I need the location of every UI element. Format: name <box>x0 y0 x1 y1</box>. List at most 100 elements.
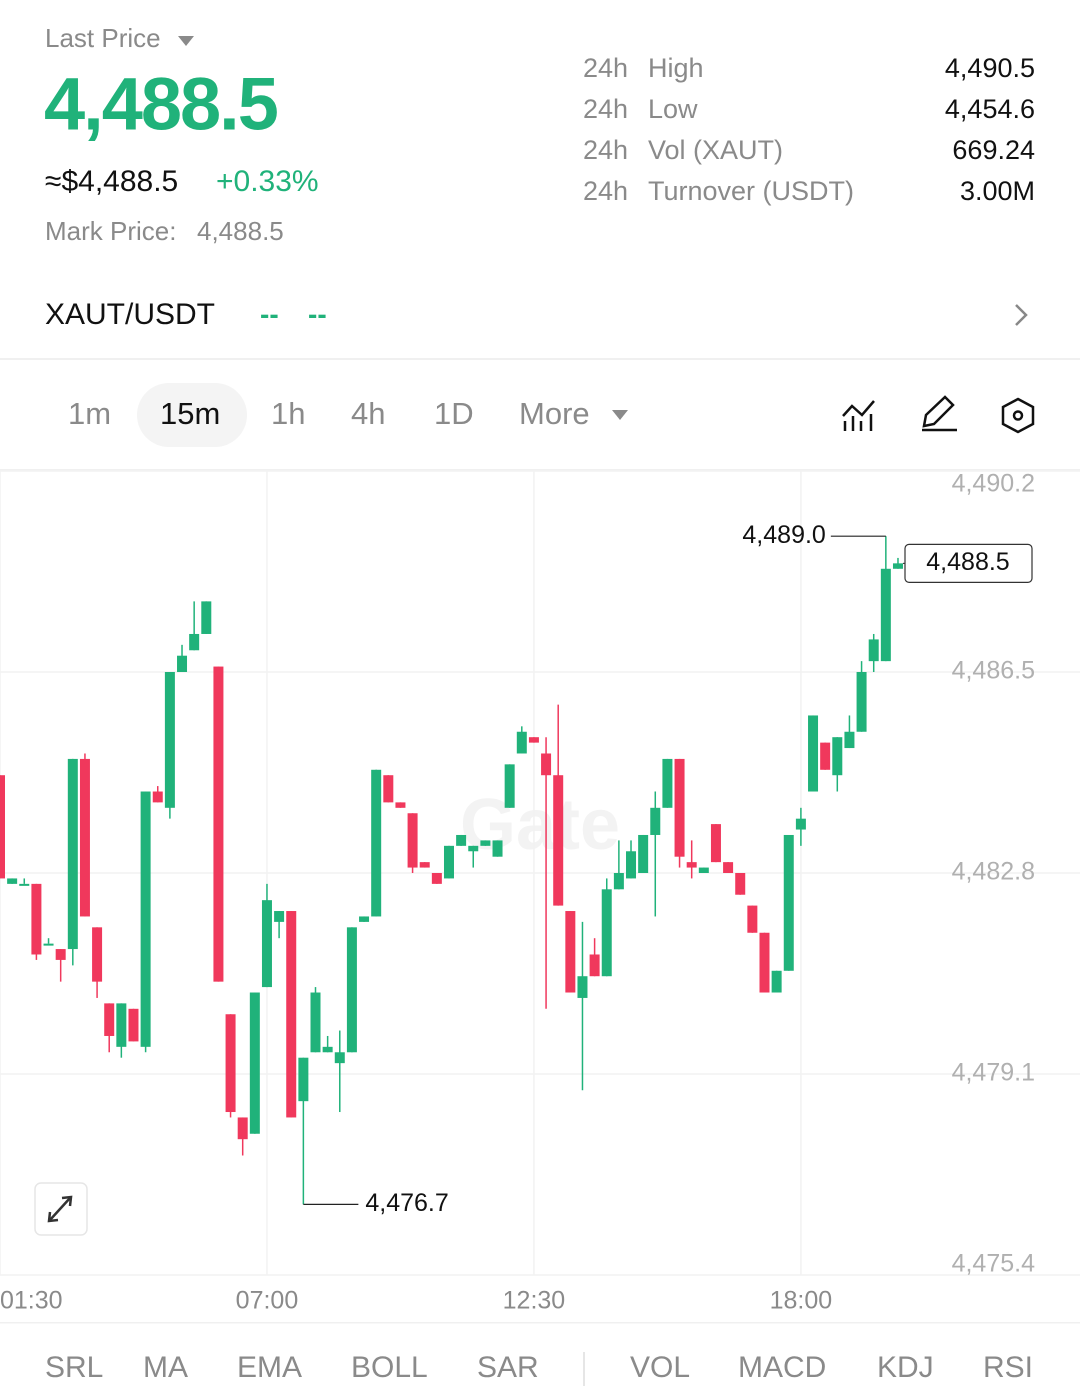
stat-value: 3.00M <box>960 176 1035 206</box>
timeframe-tab[interactable]: 4h <box>351 396 385 431</box>
chart-icon[interactable] <box>842 400 875 431</box>
stat-label: Low <box>648 94 698 124</box>
pair-change-pct: -- <box>308 298 327 329</box>
candle-body <box>225 1014 236 1113</box>
last-price: 4,488.5 <box>44 63 278 146</box>
x-tick-label: 07:00 <box>236 1287 299 1315</box>
candle-body <box>274 911 285 922</box>
mark-price-value: 4,488.5 <box>197 216 284 246</box>
candle-body <box>674 758 685 857</box>
candle-body <box>261 900 272 988</box>
candle-body <box>0 775 5 879</box>
candle-body <box>868 639 879 662</box>
y-tick-label: 4,482.8 <box>952 858 1035 886</box>
indicator-tab[interactable]: VOL <box>630 1351 690 1384</box>
candle-body <box>43 943 54 946</box>
candle-body <box>407 813 418 868</box>
candle-body <box>759 932 770 993</box>
candle-body <box>783 834 794 971</box>
stat-period: 24h <box>583 176 628 206</box>
annotation-label: 4,476.7 <box>365 1189 448 1217</box>
divider <box>0 469 1080 471</box>
last-price-label: 4,488.5 <box>926 548 1009 576</box>
more-caret[interactable] <box>612 410 628 420</box>
indicator-tab[interactable]: MACD <box>738 1351 826 1384</box>
timeframe-tab[interactable]: 1h <box>271 396 305 431</box>
candle-body <box>298 1057 309 1102</box>
indicator-tab[interactable]: BOLL <box>351 1351 428 1384</box>
candle-body <box>880 568 891 662</box>
x-tick-label: 12:30 <box>503 1287 566 1315</box>
divider <box>0 358 1080 360</box>
stat-label: Vol (XAUT) <box>648 135 783 165</box>
candle-body <box>601 889 612 977</box>
stat-label: High <box>648 53 704 83</box>
candle-body <box>456 834 467 846</box>
candle-body <box>237 1117 248 1140</box>
candle-body <box>55 949 66 960</box>
candle-body <box>528 737 539 743</box>
candle-body <box>31 883 42 955</box>
indicator-tab[interactable]: KDJ <box>877 1351 934 1384</box>
timeframe-tab[interactable]: 15m <box>160 396 220 431</box>
indicator-tab[interactable]: EMA <box>237 1351 302 1384</box>
indicator-tab[interactable]: RSI <box>983 1351 1033 1384</box>
last-price-label[interactable]: Last Price <box>45 23 161 53</box>
candle-body <box>67 758 78 950</box>
timeframe-tab[interactable]: 1m <box>68 396 111 431</box>
candle-body <box>723 862 734 873</box>
dropdown-caret[interactable] <box>178 36 194 46</box>
candle-body <box>310 992 321 1053</box>
y-tick-label: 4,479.1 <box>952 1059 1035 1087</box>
candle-body <box>79 758 90 917</box>
candle-body <box>856 672 867 732</box>
candle-body <box>431 873 442 884</box>
stat-label: Turnover (USDT) <box>648 176 854 206</box>
candle-body <box>19 883 30 886</box>
candle-body <box>516 731 527 754</box>
draw-icon[interactable] <box>922 395 957 432</box>
candle-body <box>613 873 624 890</box>
stat-value: 669.24 <box>952 135 1035 165</box>
candle-body <box>795 818 806 830</box>
chevron[interactable] <box>1015 304 1028 326</box>
candle-body <box>735 873 746 895</box>
usd-price: ≈$4,488.5 <box>45 165 178 198</box>
candle-body <box>116 1003 127 1047</box>
timeframe-tab[interactable]: More <box>519 396 590 431</box>
candle-body <box>359 916 370 922</box>
price-change: +0.33% <box>216 165 319 198</box>
candle-body <box>383 775 394 803</box>
annotation-label: 4,489.0 <box>742 521 825 549</box>
stat-period: 24h <box>583 94 628 124</box>
candle-body <box>710 824 721 863</box>
candle-body <box>201 601 212 634</box>
candle-body <box>553 775 564 906</box>
candle-body <box>92 927 103 982</box>
pair-name[interactable]: XAUT/USDT <box>45 298 215 331</box>
settings-icon[interactable] <box>1001 397 1035 434</box>
candle-body <box>128 1008 139 1042</box>
pair-change: -- <box>260 298 279 329</box>
candle-body <box>662 758 673 808</box>
indicator-tab[interactable]: SAR <box>477 1351 539 1384</box>
indicator-tab[interactable]: MA <box>143 1351 188 1384</box>
candle-body <box>504 764 515 808</box>
mark-price-label: Mark Price: <box>45 216 176 246</box>
candle-body <box>104 1003 115 1036</box>
timeframe-tab[interactable]: 1D <box>434 396 474 431</box>
candle-body <box>650 807 661 835</box>
last-price-box <box>904 543 1033 583</box>
candle-body <box>832 737 843 776</box>
candle-body <box>686 862 697 868</box>
x-tick-label: 18:00 <box>770 1287 833 1315</box>
candle-body <box>698 867 709 873</box>
candle-body <box>152 791 163 803</box>
indicator-tab[interactable]: SRL <box>45 1351 103 1384</box>
chart: Gate 4,490.2 4,486.5 4,482.8 4,479.1 4,475.4 0… <box>0 470 1080 1315</box>
candle-body <box>480 840 491 846</box>
stat-value: 4,490.5 <box>945 53 1035 83</box>
expand-icon <box>47 1195 73 1223</box>
stat-value: 4,454.6 <box>945 94 1035 124</box>
